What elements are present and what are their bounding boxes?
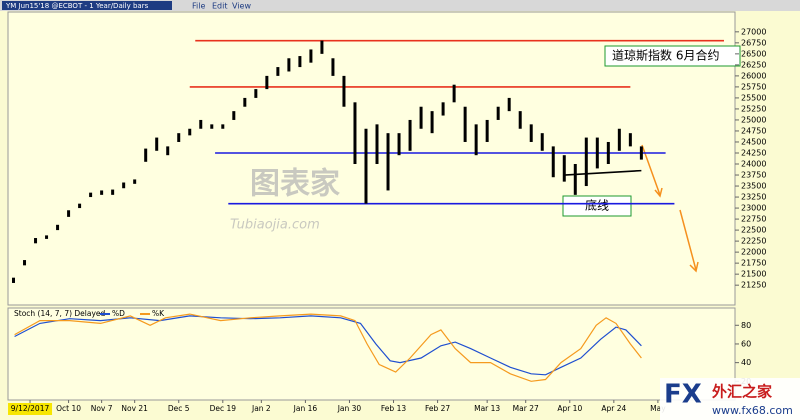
menu-item[interactable]: Edit: [212, 2, 228, 11]
legend-label: %D: [112, 309, 125, 318]
y-tick-label: 22000: [741, 248, 766, 257]
x-tick-label: Feb 27: [425, 404, 450, 413]
header-bar: [0, 0, 800, 11]
x-tick-label: Dec 19: [210, 404, 237, 413]
level-line: [564, 169, 642, 176]
y-tick-label: 24250: [741, 148, 766, 157]
watermark-url: Tubiaojia.com: [230, 218, 320, 233]
menu-item[interactable]: View: [232, 2, 251, 11]
x-tick-label: Jan 16: [293, 404, 318, 413]
arrow: [641, 144, 699, 273]
y-tick-label: 21500: [741, 270, 766, 279]
x-tick-label: 9/12/2017: [11, 404, 50, 413]
x-tick-label: Apr 10: [557, 404, 582, 413]
y-tick-label: 23000: [741, 204, 766, 213]
x-tick-label: Jan 2: [251, 404, 271, 413]
y-tick-label: 23750: [741, 171, 766, 180]
logo-brand: FX: [664, 380, 702, 410]
stoch-line: [14, 313, 642, 382]
y-tick-label: 23250: [741, 193, 766, 202]
annotation: 道琼斯指数 6月合约: [612, 48, 719, 63]
x-tick-label: Nov 7: [91, 404, 113, 413]
y-tick-label: 27000: [741, 27, 766, 36]
y-tick-label: 26750: [741, 38, 766, 47]
logo-url: www.fx68.com: [712, 404, 793, 417]
annotation-box: [604, 45, 741, 67]
indicator-title: Stoch (14, 7, 7) Delayed: [14, 309, 106, 318]
annotation: 底线: [585, 198, 609, 213]
y-tick-label: 24750: [741, 126, 766, 135]
logo-bg: [660, 378, 800, 420]
x-tick-label: May: [650, 404, 666, 413]
y-tick-label: 24500: [741, 137, 766, 146]
x-tick-label: Feb 13: [381, 404, 406, 413]
logo-name: 外汇之家: [711, 383, 772, 401]
menu-item[interactable]: File: [192, 2, 205, 11]
header-title-bg: [2, 1, 172, 10]
y-tick-label: 25000: [741, 115, 766, 124]
stoch-panel: [7, 307, 736, 401]
date-highlight: [8, 403, 53, 415]
x-tick-label: Nov 21: [121, 404, 148, 413]
header-title: YM Jun15'18 @ECBOT - 1 Year/Daily bars: [5, 2, 149, 10]
y-tick-label: 23500: [741, 182, 766, 191]
y-tick-label: 80: [741, 321, 751, 330]
watermark: 图表家: [250, 167, 340, 202]
y-tick-label: 22250: [741, 237, 766, 246]
stoch-line: [14, 315, 642, 376]
x-tick-label: Dec 5: [168, 404, 190, 413]
y-tick-label: 25500: [741, 93, 766, 102]
y-tick-label: 24000: [741, 160, 766, 169]
legend-label: %K: [152, 309, 165, 318]
x-tick-label: Oct 10: [56, 404, 81, 413]
annotation-box: [562, 195, 632, 217]
y-tick-label: 40: [741, 358, 751, 367]
y-tick-label: 26000: [741, 71, 766, 80]
y-tick-label: 21250: [741, 281, 766, 290]
y-tick-label: 22500: [741, 226, 766, 235]
x-tick-label: Mar 13: [474, 404, 500, 413]
x-tick-label: Jan 30: [337, 404, 362, 413]
y-tick-label: 60: [741, 339, 751, 348]
x-tick-label: Mar 27: [513, 404, 539, 413]
y-tick-label: 22750: [741, 215, 766, 224]
y-tick-label: 21750: [741, 259, 766, 268]
y-tick-label: 25250: [741, 104, 766, 113]
y-tick-label: 26500: [741, 49, 766, 58]
x-tick-label: Apr 24: [601, 404, 626, 413]
y-tick-label: 26250: [741, 60, 766, 69]
y-tick-label: 25750: [741, 82, 766, 91]
